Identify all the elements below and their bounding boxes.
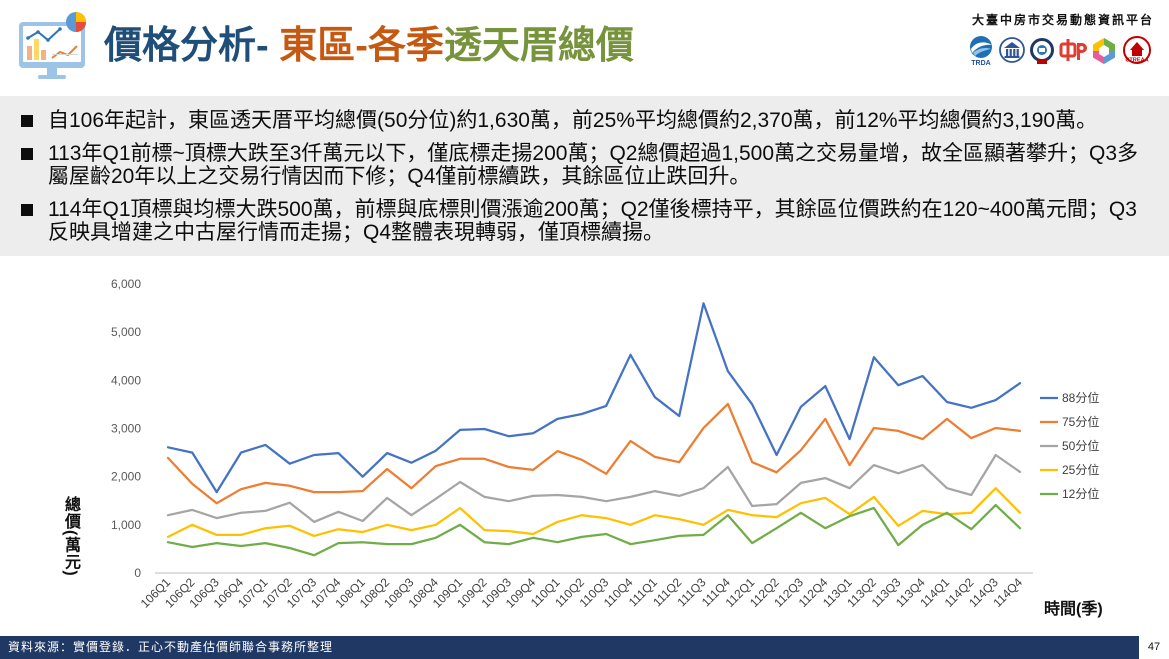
series-line-p75 — [166, 402, 1022, 505]
trda-logo: TRDA — [970, 36, 992, 67]
ctreaa-logo: CTREAA — [1123, 36, 1151, 64]
legend-item-p25: 25分位 — [1040, 462, 1099, 477]
legend-item-p50: 50分位 — [1040, 438, 1099, 453]
summary-bullet-text: 114年Q1頂標與均標大跌500萬，前標與底標則價漲逾200萬；Q2僅後標持平，… — [48, 198, 1137, 244]
summary-bullet-text: 113年Q1前標~頂標大跌至3仟萬元以下，僅底標走揚200萬；Q2總價超過1,5… — [48, 142, 1139, 188]
x-axis-title: 時間(季) — [1044, 601, 1103, 618]
y-axis-labels: 0 1,000 2,000 3,000 4,000 5,000 6,000 — [111, 277, 141, 580]
analytics-monitor-icon — [16, 10, 92, 84]
title-part-topic: 價格分析- — [104, 25, 280, 67]
square-bullet-icon — [21, 115, 33, 127]
summary-bullet: 113年Q1前標~頂標大跌至3仟萬元以下，僅底標走揚200萬；Q2總價超過1,5… — [21, 142, 1155, 188]
series-lines — [166, 302, 1022, 557]
y-axis-title: 總價(萬元) — [62, 496, 79, 577]
summary-bullet-text: 自106年起計，東區透天厝平均總價(50分位)約1,630萬，前25%平均總價約… — [48, 109, 1098, 132]
hexagon-logo — [1093, 38, 1115, 64]
series-line-p12 — [166, 503, 1022, 557]
legend-label: 75分位 — [1062, 414, 1099, 429]
legend-item-p88: 88分位 — [1040, 390, 1099, 405]
y-tick-label: 5,000 — [111, 325, 141, 339]
x-axis-labels: 106Q1106Q2106Q3106Q4107Q1107Q2107Q3107Q4… — [138, 575, 1026, 611]
footer-bar: 資料來源：實價登錄．正心不動產估價師聯合事務所整理 — [0, 636, 1139, 659]
y-tick-label: 1,000 — [111, 518, 141, 532]
series-line-p50 — [166, 453, 1022, 524]
title-part-subject: 透天厝總價 — [443, 25, 634, 67]
summary-bullet: 114年Q1頂標與均標大跌500萬，前標與底標則價漲逾200萬；Q2僅後標持平，… — [21, 198, 1155, 244]
legend-label: 50分位 — [1062, 438, 1099, 453]
y-tick-label: 0 — [134, 566, 141, 580]
chart-legend: 88分位 75分位 50分位 25分位 12分位 — [1040, 390, 1099, 501]
building-association-logo — [999, 37, 1025, 63]
square-bullet-icon — [21, 204, 33, 216]
y-tick-label: 2,000 — [111, 470, 141, 484]
series-line-p25 — [166, 487, 1022, 539]
legend-label: 25分位 — [1062, 462, 1099, 477]
summary-panel: 自106年起計，東區透天厝平均總價(50分位)約1,630萬，前25%平均總價約… — [0, 96, 1169, 256]
footer-source-text: 資料來源：實價登錄．正心不動產估價師聯合事務所整理 — [8, 640, 334, 654]
platform-name: 大臺中房市交易動態資訊平台 — [972, 13, 1155, 27]
summary-bullet: 自106年起計，東區透天厝平均總價(50分位)約1,630萬，前25%平均總價約… — [21, 109, 1155, 132]
y-tick-label: 3,000 — [111, 422, 141, 436]
partner-logos: TRDA — [966, 35, 1154, 67]
line-chart: 0 1,000 2,000 3,000 4,000 5,000 6,000 106Q1106Q… — [111, 277, 1099, 611]
page-number: 47 — [1139, 636, 1169, 659]
series-line-p88 — [166, 302, 1022, 494]
y-tick-label: 4,000 — [111, 373, 141, 387]
ctreaa-logo-text: CTREAA — [1125, 58, 1148, 64]
legend-label: 88分位 — [1062, 390, 1099, 405]
page-title: 價格分析- 東區-各季透天厝總價 — [104, 20, 634, 72]
legend-item-p12: 12分位 — [1040, 486, 1099, 501]
square-bullet-icon — [21, 148, 33, 160]
red-zhong-logo — [1059, 39, 1087, 61]
chart-panel: 0 1,000 2,000 3,000 4,000 5,000 6,000 106Q1 106Q… — [0, 256, 1169, 634]
legend-label: 12分位 — [1062, 486, 1099, 501]
government-seal-logo — [1030, 38, 1054, 64]
y-tick-label: 6,000 — [111, 277, 141, 291]
trda-logo-text: TRDA — [971, 60, 990, 67]
title-part-district: 東區-各季 — [279, 25, 444, 67]
legend-item-p75: 75分位 — [1040, 414, 1099, 429]
summary-list: 自106年起計，東區透天厝平均總價(50分位)約1,630萬，前25%平均總價約… — [21, 109, 1155, 244]
